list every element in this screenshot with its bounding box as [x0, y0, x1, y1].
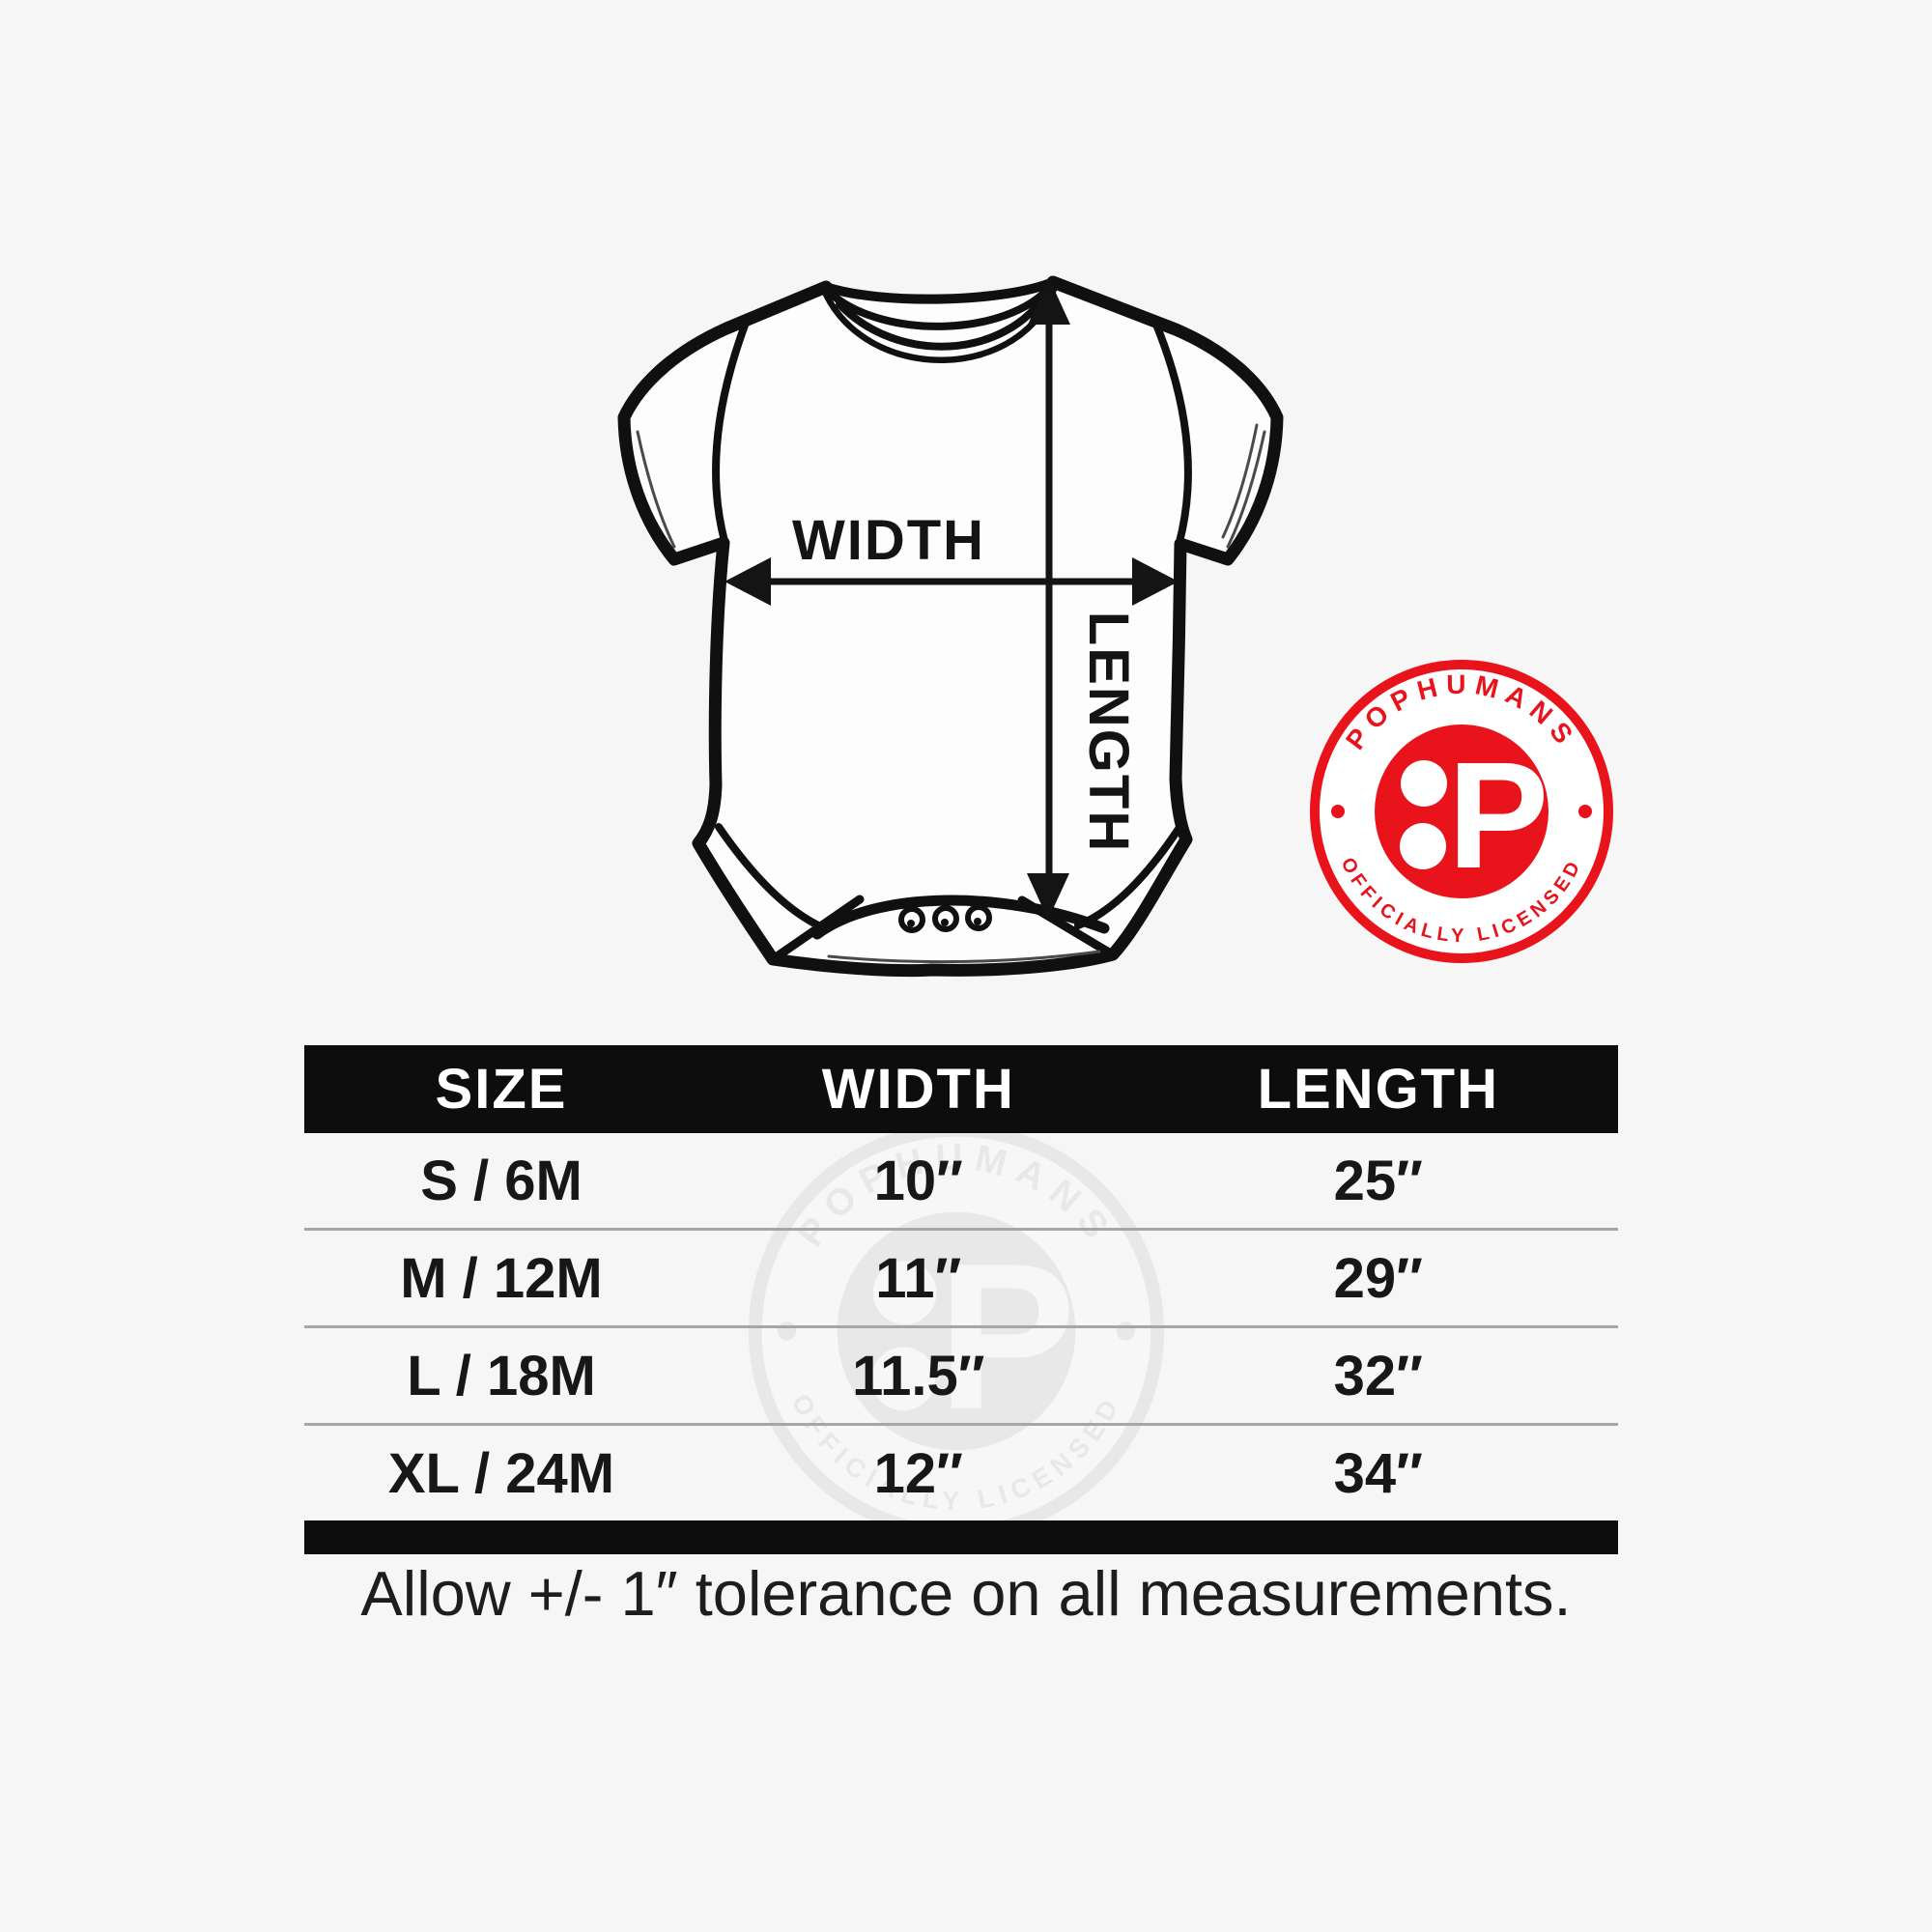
left-leg-binding — [715, 823, 831, 933]
cell-width: 11.5″ — [852, 1344, 985, 1407]
cell-size: S / 6M — [420, 1149, 582, 1212]
width-arrow — [724, 557, 1179, 606]
onesie-illustration — [617, 275, 1284, 978]
right-sleeve-hem-line-2 — [1221, 423, 1259, 539]
table-bottom-bar — [304, 1520, 1618, 1554]
cell-length: 34″ — [1333, 1441, 1423, 1505]
crotch-flap-top-edge — [811, 895, 1110, 940]
cell-length: 29″ — [1333, 1246, 1423, 1310]
left-flap-crossover — [774, 895, 865, 960]
size-table: SIZE WIDTH LENGTH S / 6M 10″ 25″ M / 12M… — [304, 1045, 1618, 1554]
cell-size: L / 18M — [407, 1344, 596, 1407]
measurement-arrows — [724, 278, 1179, 920]
right-flap-crossover — [1017, 895, 1114, 957]
cell-size: M / 12M — [400, 1246, 603, 1310]
header-length: LENGTH — [1257, 1058, 1499, 1121]
length-arrow — [1027, 278, 1070, 920]
table-row: L / 18M 11.5″ 32″ — [304, 1325, 1618, 1423]
header-size: SIZE — [435, 1058, 568, 1121]
cell-width: 11″ — [875, 1246, 962, 1310]
width-label: WIDTH — [792, 509, 985, 572]
cell-width: 10″ — [873, 1149, 963, 1212]
cell-length: 32″ — [1333, 1344, 1423, 1407]
brand-badge — [1315, 665, 1608, 958]
flap-bottom-inner-line — [827, 950, 1101, 964]
collar-rib-1 — [828, 283, 1054, 330]
table-row: S / 6M 10″ 25″ — [304, 1133, 1618, 1228]
length-label: LENGTH — [1077, 611, 1140, 853]
tolerance-note: Allow +/- 1″ tolerance on all measuremen… — [360, 1558, 1572, 1629]
right-armhole-seam — [1152, 321, 1192, 546]
header-width: WIDTH — [821, 1058, 1015, 1121]
right-sleeve-hem-line — [1226, 430, 1266, 549]
left-armhole-seam — [712, 319, 750, 545]
table-header-row: SIZE WIDTH LENGTH — [304, 1045, 1618, 1133]
onesie-body-outline — [617, 275, 1284, 978]
cell-width: 12″ — [873, 1441, 963, 1505]
cell-size: XL / 24M — [387, 1441, 615, 1505]
table-body: S / 6M 10″ 25″ M / 12M 11″ 29″ L / 18M 1… — [304, 1133, 1618, 1520]
snap-buttons — [898, 904, 992, 933]
table-row: XL / 24M 12″ 34″ — [304, 1423, 1618, 1520]
cell-length: 25″ — [1333, 1149, 1423, 1212]
left-sleeve-hem-line — [636, 430, 676, 549]
collar-top-line — [821, 277, 1058, 304]
collar-rib-2 — [836, 289, 1051, 351]
table-row: M / 12M 11″ 29″ — [304, 1228, 1618, 1325]
